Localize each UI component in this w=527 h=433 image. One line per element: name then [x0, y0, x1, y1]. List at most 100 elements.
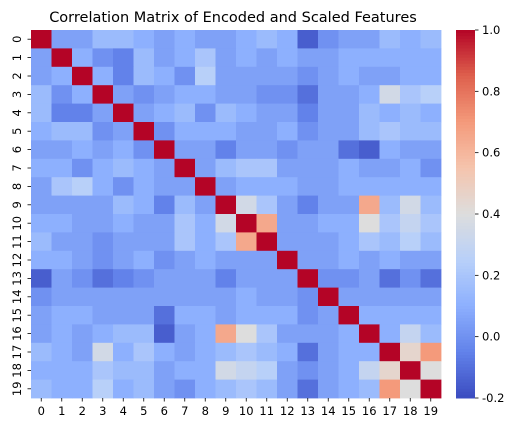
colorbar-band [456, 336, 475, 341]
colorbar-band [456, 229, 475, 233]
heatmap-cell [174, 379, 196, 399]
heatmap-cell [51, 306, 73, 325]
heatmap-cell [72, 342, 93, 362]
heatmap-cell [215, 250, 237, 270]
heatmap-cell [420, 30, 442, 49]
heatmap-cell [236, 30, 257, 49]
colorbar-band [456, 125, 475, 129]
chart-title: Correlation Matrix of Encoded and Scaled… [49, 10, 417, 26]
heatmap-cell [277, 103, 298, 123]
x-tick-label: 5 [140, 404, 147, 418]
colorbar-band [456, 293, 475, 298]
heatmap-cell [256, 158, 278, 178]
heatmap-cell [400, 85, 421, 104]
x-tick-label: 17 [382, 404, 397, 418]
heatmap-cell [113, 48, 134, 68]
heatmap-cell [174, 287, 196, 307]
heatmap-cell [92, 324, 114, 344]
heatmap-cell [174, 250, 196, 270]
y-tick-label: 10 [10, 216, 24, 231]
colorbar-band [456, 232, 475, 236]
heatmap-cell [338, 324, 360, 344]
heatmap-cell [318, 306, 339, 325]
heatmap-cell [236, 66, 257, 86]
x-tick-label: 9 [222, 404, 229, 418]
heatmap-cell [277, 48, 298, 68]
heatmap-cell [113, 361, 134, 380]
colorbar-band [456, 100, 475, 105]
heatmap-cell [420, 269, 442, 288]
heatmap-cell [420, 306, 442, 325]
heatmap-cell [277, 306, 298, 325]
heatmap-cell [154, 342, 175, 362]
heatmap-cell [215, 103, 237, 123]
heatmap-cell [174, 306, 196, 325]
heatmap-cell [277, 379, 298, 399]
heatmap-cell [236, 177, 257, 196]
heatmap-cell [133, 48, 155, 68]
heatmap-cell [297, 140, 319, 160]
colorbar-band [456, 278, 475, 282]
heatmap-cell [92, 177, 114, 196]
heatmap-cell [256, 30, 278, 49]
colorbar-band [456, 260, 475, 264]
heatmap-cell [113, 140, 134, 160]
heatmap-cell [72, 324, 93, 344]
heatmap-cell [297, 361, 319, 380]
heatmap-cell [420, 287, 442, 307]
heatmap-cell [195, 269, 216, 288]
heatmap-cell [92, 250, 114, 270]
heatmap-cell [236, 306, 257, 325]
heatmap-cell [154, 140, 175, 160]
y-tick-label: 14 [10, 289, 24, 304]
heatmap-cell [256, 195, 278, 215]
heatmap-cell [318, 103, 339, 123]
heatmap-cell [215, 232, 237, 252]
colorbar-band [456, 373, 475, 378]
heatmap-cell [195, 140, 216, 160]
heatmap-cell [420, 48, 442, 68]
colorbar-band [456, 241, 475, 246]
heatmap-cell [195, 250, 216, 270]
colorbar-band [456, 376, 475, 381]
colorbar-band [456, 106, 475, 111]
heatmap-cell [92, 30, 114, 49]
colorbar-band [456, 339, 475, 344]
colorbar-band [456, 109, 475, 114]
heatmap-cell [400, 342, 421, 362]
heatmap-cell [72, 287, 93, 307]
heatmap-cell [420, 177, 442, 196]
heatmap-cell [195, 287, 216, 307]
heatmap-cell [51, 379, 73, 399]
heatmap-cell [420, 122, 442, 141]
colorbar-band [456, 315, 475, 319]
heatmap-cell [72, 361, 93, 380]
colorbar-band [456, 82, 475, 86]
heatmap-cell [174, 177, 196, 196]
heatmap-cell [318, 232, 339, 252]
colorbar-tick-label: 1.0 [482, 23, 500, 37]
colorbar-band [456, 321, 475, 325]
heatmap-cell [72, 214, 93, 233]
heatmap-cell [256, 85, 278, 104]
heatmap-cell [51, 103, 73, 123]
heatmap-cell [195, 232, 216, 252]
colorbar-band [456, 385, 475, 390]
heatmap-cell [154, 287, 175, 307]
heatmap-cell [72, 85, 93, 104]
heatmap-cell [297, 379, 319, 399]
colorbar-band [456, 168, 475, 172]
heatmap-cell [359, 269, 380, 288]
colorbar-band [456, 253, 475, 258]
heatmap-cell [297, 342, 319, 362]
colorbar-band [456, 85, 475, 89]
colorbar-band [456, 275, 475, 279]
x-tick-label: 8 [202, 404, 209, 418]
heatmap-cell [92, 48, 114, 68]
heatmap-cell [338, 177, 360, 196]
heatmap-cell [154, 66, 175, 86]
colorbar-band [456, 115, 475, 120]
colorbar-band [456, 220, 475, 224]
heatmap-cell [154, 324, 175, 344]
colorbar-band [456, 72, 475, 77]
